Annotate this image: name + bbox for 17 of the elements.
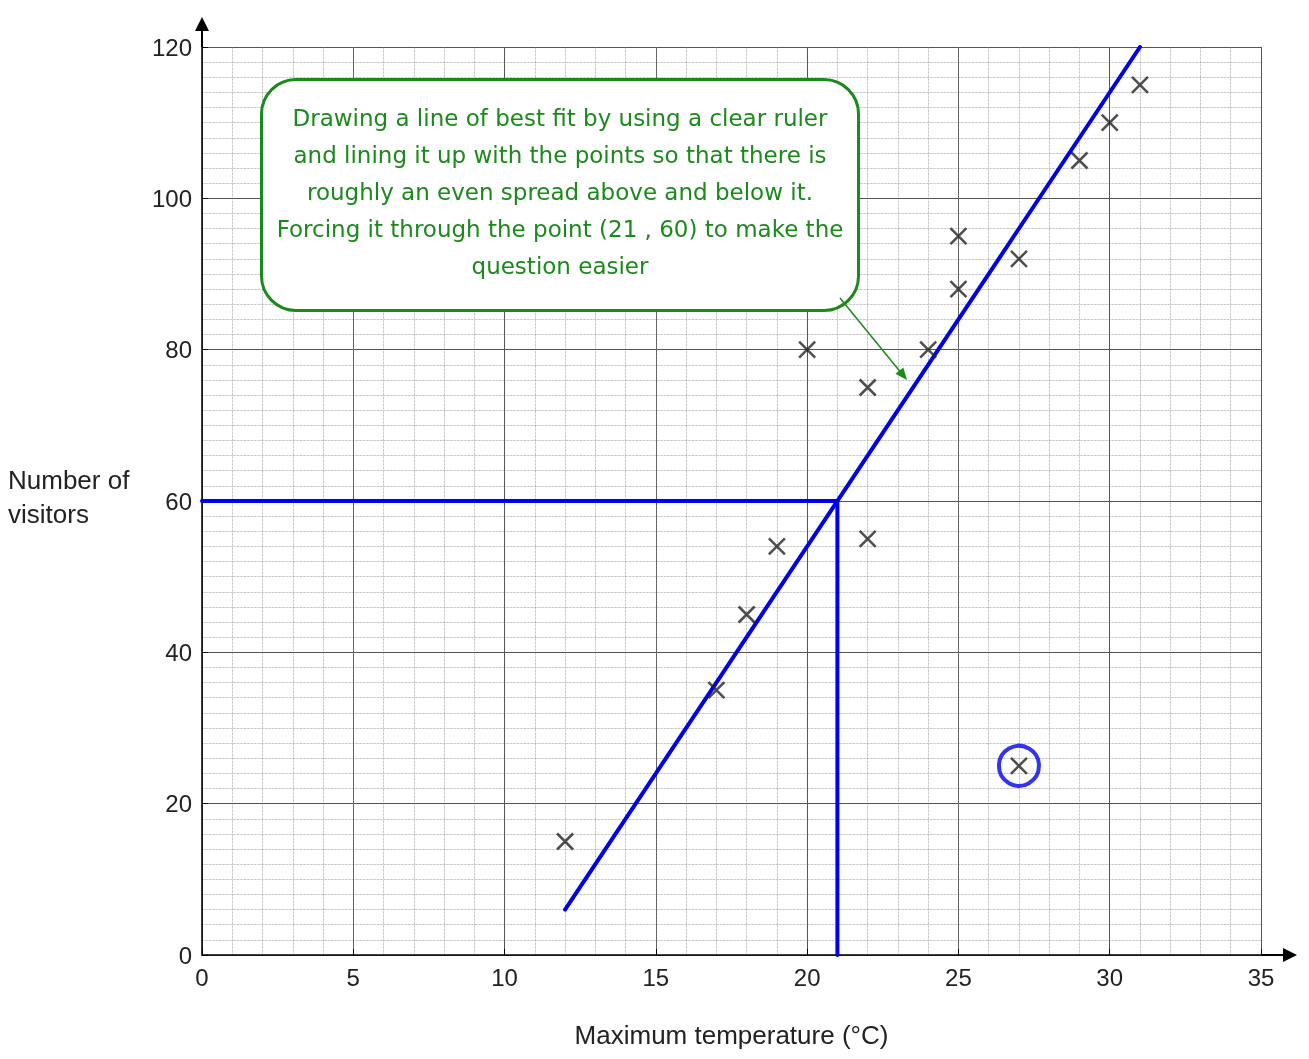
x-tick-label: 10 (491, 963, 518, 991)
x-tick-label: 25 (945, 963, 972, 991)
y-tick-label: 80 (165, 336, 192, 364)
y-tick-label: 0 (178, 941, 192, 969)
y-tick-label: 120 (151, 33, 192, 61)
x-tick-label: 15 (642, 963, 670, 991)
x-axis-title: Maximum temperature (°C) (573, 1020, 890, 1051)
y-axis-title: Number of visitors (8, 464, 131, 531)
x-tick-label: 0 (195, 963, 209, 991)
y-tick-label: 60 (165, 487, 192, 515)
x-tick-label: 5 (346, 963, 360, 991)
y-tick-label: 100 (151, 184, 192, 212)
x-tick-label: 30 (1096, 963, 1124, 991)
x-tick-label: 20 (793, 963, 821, 991)
x-tick-label: 35 (1247, 963, 1275, 991)
y-tick-label: 20 (165, 790, 192, 818)
y-tick-label: 40 (165, 638, 192, 666)
